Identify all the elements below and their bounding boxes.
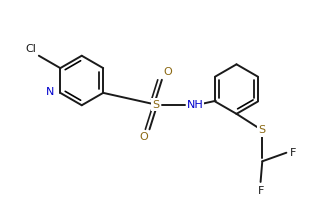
Text: Cl: Cl [25, 44, 36, 54]
Text: S: S [152, 100, 159, 110]
Text: F: F [290, 148, 296, 158]
Text: O: O [164, 67, 172, 77]
Text: O: O [139, 132, 148, 142]
Text: NH: NH [187, 100, 204, 110]
Text: N: N [46, 87, 54, 97]
Text: F: F [257, 186, 264, 196]
Text: S: S [259, 125, 266, 135]
